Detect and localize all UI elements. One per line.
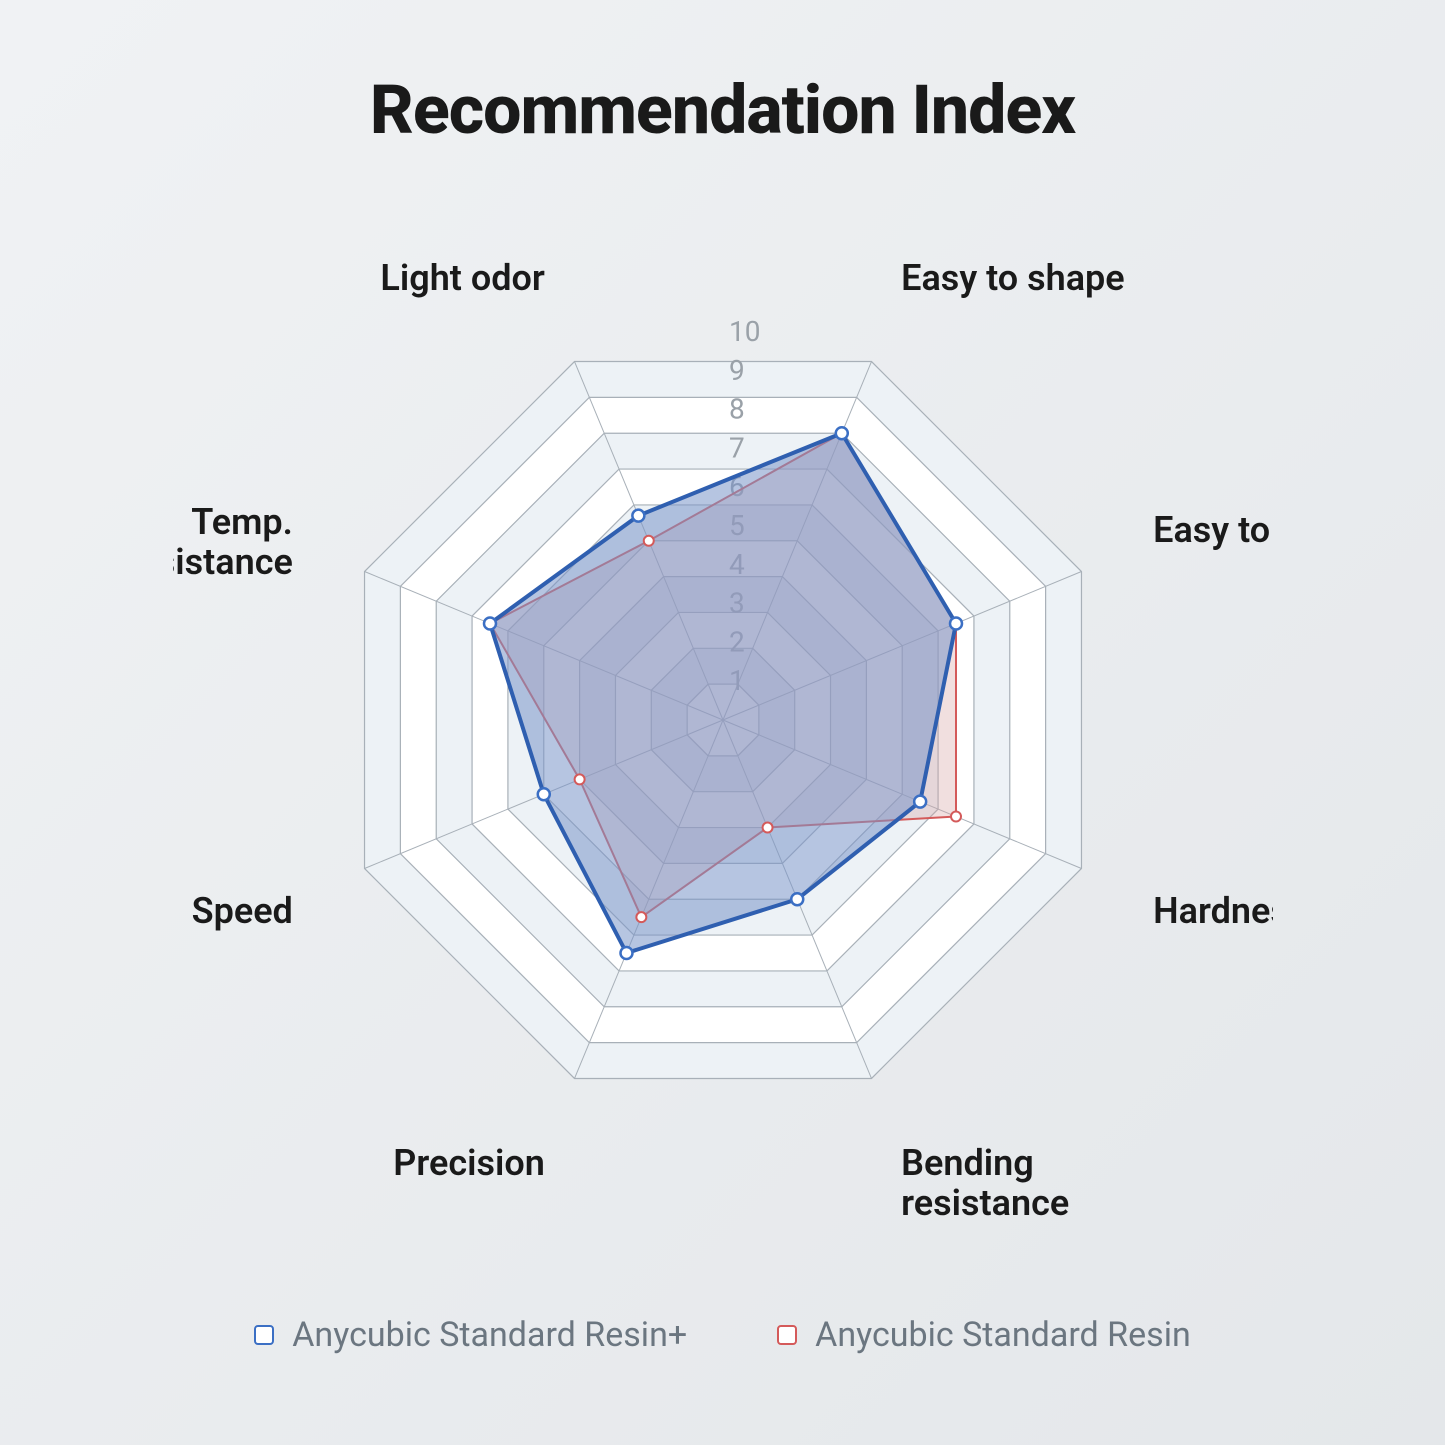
axis-label-1: Light odor — [380, 257, 544, 299]
axis-label-0: Easy to shape — [901, 257, 1125, 299]
tick-label-9: 9 — [729, 354, 745, 387]
legend-marker-series-1 — [777, 1325, 797, 1345]
series-0-point-5 — [791, 893, 803, 905]
axis-label-4: Precision — [393, 1142, 545, 1184]
page-title: Recommendation Index — [0, 70, 1445, 150]
tick-label-8: 8 — [729, 393, 745, 426]
legend-item-series-1: Anycubic Standard Resin — [777, 1315, 1191, 1355]
axis-label-3: Speed — [191, 890, 292, 932]
series-0-point-4 — [620, 947, 632, 959]
series-1-point-4 — [636, 912, 646, 922]
series-0-point-1 — [632, 510, 644, 522]
tick-label-7: 7 — [729, 431, 745, 464]
axis-label-6: Hardness — [1153, 890, 1273, 932]
chart-legend: Anycubic Standard Resin+ Anycubic Standa… — [0, 1315, 1445, 1355]
series-0-point-6 — [914, 796, 926, 808]
legend-item-series-0: Anycubic Standard Resin+ — [254, 1315, 687, 1355]
series-0-point-0 — [835, 427, 847, 439]
series-1-point-5 — [762, 823, 772, 833]
series-0-point-7 — [950, 617, 962, 629]
axis-label-5: Bendingresistance — [901, 1142, 1069, 1224]
radar-chart-container: 12345678910Easy to shapeLight odorTemp.r… — [0, 200, 1445, 1300]
tick-label-10: 10 — [729, 315, 760, 348]
series-1-point-6 — [951, 812, 961, 822]
legend-marker-series-0 — [254, 1325, 274, 1345]
axis-label-2: Temp.resistance — [173, 501, 293, 583]
legend-label-series-0: Anycubic Standard Resin+ — [292, 1315, 687, 1355]
axis-label-7: Easy to wash — [1153, 509, 1273, 551]
series-1-point-3 — [574, 774, 584, 784]
legend-label-series-1: Anycubic Standard Resin — [815, 1315, 1191, 1355]
series-0-point-2 — [483, 617, 495, 629]
series-0-point-3 — [537, 788, 549, 800]
series-1-point-1 — [643, 536, 653, 546]
radar-chart: 12345678910Easy to shapeLight odorTemp.r… — [173, 200, 1273, 1300]
